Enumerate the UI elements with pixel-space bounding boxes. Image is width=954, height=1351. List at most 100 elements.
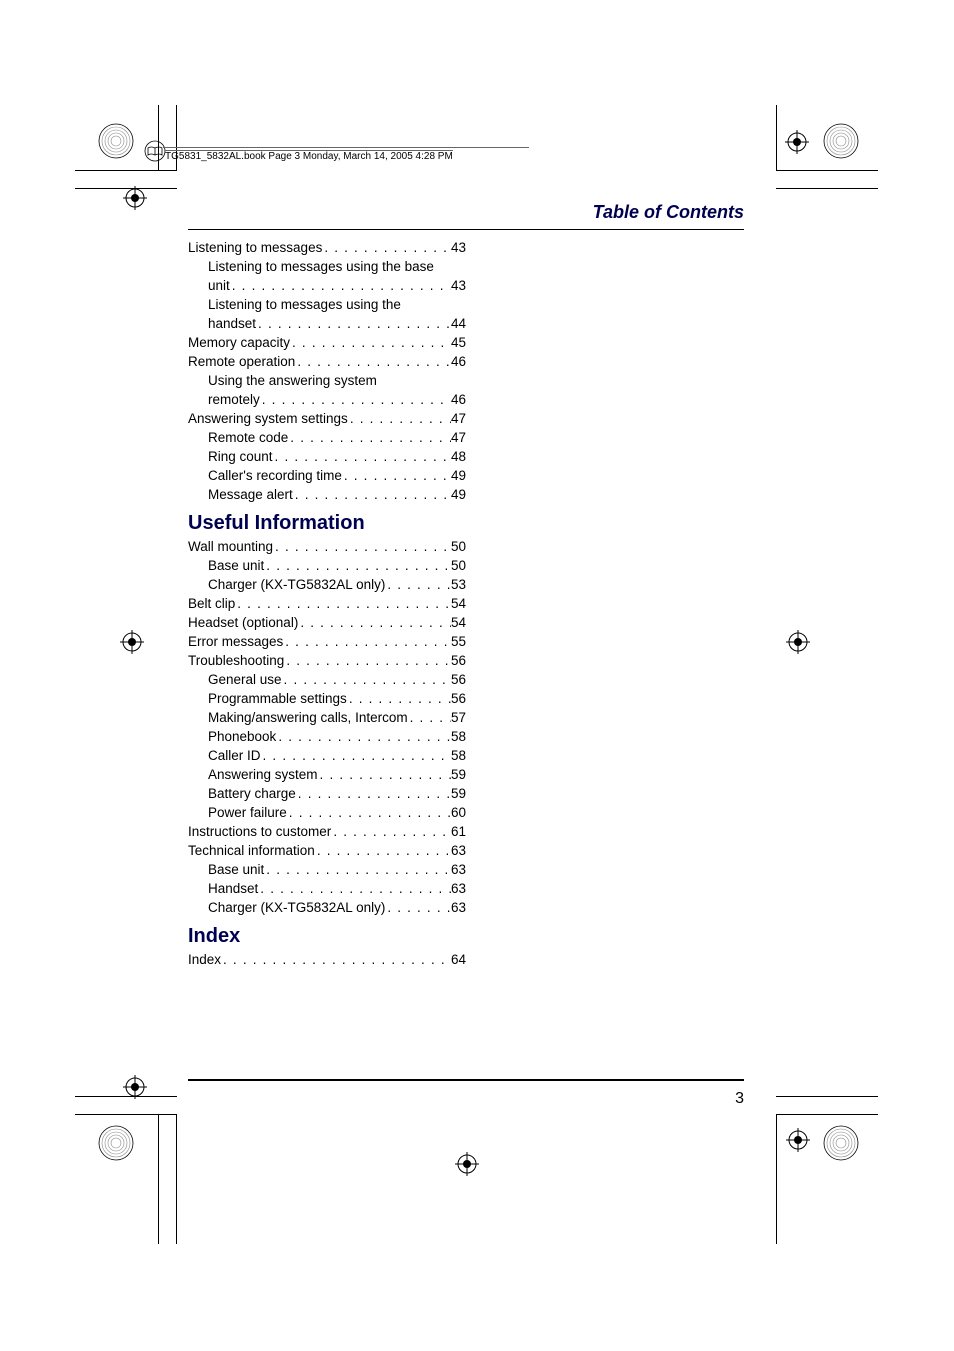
registration-target-icon — [785, 130, 809, 154]
toc-entry: General use . . . . . . . . . . . . . . … — [188, 670, 466, 689]
toc-page: 53 — [451, 575, 466, 594]
toc-label: Message alert — [208, 485, 293, 504]
toc-entry: Troubleshooting . . . . . . . . . . . . … — [188, 651, 466, 670]
toc-page: 48 — [451, 447, 466, 466]
crop-mark — [75, 1114, 177, 1115]
toc-entry: Answering system settings . . . . . . . … — [188, 409, 466, 428]
toc-page: 63 — [451, 879, 466, 898]
toc-leader: . . . . . . . . . . . . . . . . . . . . … — [287, 803, 451, 822]
toc-column: Listening to messages . . . . . . . . . … — [188, 238, 466, 969]
page-title: Table of Contents — [188, 202, 744, 229]
registration-target-icon — [123, 1075, 147, 1099]
crop-mark — [776, 1096, 878, 1097]
toc-entry: Remote operation . . . . . . . . . . . .… — [188, 352, 466, 371]
footer-rule — [188, 1079, 744, 1081]
crop-mark — [776, 105, 777, 170]
toc-leader: . . . . . . . . . . . . . . . . . . . . … — [385, 898, 451, 917]
toc-leader: . . . . . . . . . . . . . . . . . . . . … — [347, 689, 451, 708]
toc-page: 60 — [451, 803, 466, 822]
registration-target-icon — [455, 1152, 479, 1176]
toc-label: remotely — [208, 390, 260, 409]
toc-label: Troubleshooting — [188, 651, 284, 670]
toc-entry: remotely . . . . . . . . . . . . . . . .… — [188, 390, 466, 409]
toc-leader: . . . . . . . . . . . . . . . . . . . . … — [315, 841, 451, 860]
toc-label: Ring count — [208, 447, 273, 466]
toc-label: Answering system — [208, 765, 318, 784]
toc-label: Memory capacity — [188, 333, 290, 352]
toc-label: Belt clip — [188, 594, 235, 613]
toc-page: 61 — [451, 822, 466, 841]
toc-entry: Phonebook . . . . . . . . . . . . . . . … — [188, 727, 466, 746]
crop-mark — [776, 1114, 777, 1244]
toc-leader: . . . . . . . . . . . . . . . . . . . . … — [261, 746, 451, 765]
toc-entry: handset . . . . . . . . . . . . . . . . … — [188, 314, 466, 333]
header-rule — [163, 147, 529, 148]
toc-leader: . . . . . . . . . . . . . . . . . . . . … — [256, 314, 451, 333]
toc-entry: Technical information . . . . . . . . . … — [188, 841, 466, 860]
toc-page: 58 — [451, 746, 466, 765]
toc-page: 43 — [451, 276, 466, 295]
toc-leader: . . . . . . . . . . . . . . . . . . . . … — [298, 613, 451, 632]
color-disc-icon — [98, 1125, 134, 1161]
section-heading: Useful Information — [188, 514, 466, 533]
toc-leader: . . . . . . . . . . . . . . . . . . . . … — [283, 632, 451, 651]
section-heading: Index — [188, 927, 466, 946]
toc-page: 59 — [451, 765, 466, 784]
toc-entry: Using the answering system — [188, 371, 466, 390]
color-disc-icon — [823, 123, 859, 159]
toc-page: 50 — [451, 537, 466, 556]
toc-label: Programmable settings — [208, 689, 347, 708]
toc-entry: Caller ID . . . . . . . . . . . . . . . … — [188, 746, 466, 765]
toc-entry: Instructions to customer . . . . . . . .… — [188, 822, 466, 841]
toc-entry: Caller's recording time . . . . . . . . … — [188, 466, 466, 485]
toc-page: 46 — [451, 352, 466, 371]
toc-label: Base unit — [208, 860, 264, 879]
toc-label: unit — [208, 276, 230, 295]
toc-leader: . . . . . . . . . . . . . . . . . . . . … — [273, 537, 451, 556]
toc-leader: . . . . . . . . . . . . . . . . . . . . … — [342, 466, 451, 485]
toc-label: Wall mounting — [188, 537, 273, 556]
toc-page: 56 — [451, 670, 466, 689]
color-disc-icon — [98, 123, 134, 159]
book-icon — [144, 140, 166, 162]
toc-page: 45 — [451, 333, 466, 352]
toc-label: Answering system settings — [188, 409, 348, 428]
page-number: 3 — [735, 1090, 744, 1108]
toc-label: Error messages — [188, 632, 283, 651]
toc-leader: . . . . . . . . . . . . . . . . . . . . … — [331, 822, 451, 841]
toc-entry: Charger (KX-TG5832AL only) . . . . . . .… — [188, 575, 466, 594]
toc-page: 55 — [451, 632, 466, 651]
toc-entry: Memory capacity . . . . . . . . . . . . … — [188, 333, 466, 352]
toc-page: 54 — [451, 594, 466, 613]
toc-leader: . . . . . . . . . . . . . . . . . . . . … — [276, 727, 451, 746]
toc-page: 43 — [451, 238, 466, 257]
toc-page: 64 — [451, 950, 466, 969]
toc-label: Phonebook — [208, 727, 276, 746]
toc-leader: . . . . . . . . . . . . . . . . . . . . … — [288, 428, 451, 447]
toc-label: Listening to messages using the — [208, 295, 401, 314]
page: TG5831_5832AL.book Page 3 Monday, March … — [0, 0, 954, 1351]
header-text: TG5831_5832AL.book Page 3 Monday, March … — [165, 150, 453, 162]
toc-entry: Error messages . . . . . . . . . . . . .… — [188, 632, 466, 651]
toc-entry: Ring count . . . . . . . . . . . . . . .… — [188, 447, 466, 466]
toc-entry: unit . . . . . . . . . . . . . . . . . .… — [188, 276, 466, 295]
toc-page: 63 — [451, 898, 466, 917]
toc-label: Technical information — [188, 841, 315, 860]
toc-leader: . . . . . . . . . . . . . . . . . . . . … — [348, 409, 451, 428]
color-disc-icon — [823, 1125, 859, 1161]
toc-label: Caller's recording time — [208, 466, 342, 485]
toc-entry: Making/answering calls, Intercom . . . .… — [188, 708, 466, 727]
toc-entry: Answering system . . . . . . . . . . . .… — [188, 765, 466, 784]
toc-entry: Handset . . . . . . . . . . . . . . . . … — [188, 879, 466, 898]
toc-label: Instructions to customer — [188, 822, 331, 841]
crop-mark — [776, 188, 878, 189]
toc-label: Listening to messages — [188, 238, 322, 257]
crop-mark — [776, 170, 878, 171]
toc-leader: . . . . . . . . . . . . . . . . . . . . … — [235, 594, 451, 613]
toc-leader: . . . . . . . . . . . . . . . . . . . . … — [296, 784, 451, 803]
registration-target-icon — [786, 630, 810, 654]
crop-mark — [158, 1114, 159, 1244]
toc-leader: . . . . . . . . . . . . . . . . . . . . … — [264, 556, 451, 575]
toc-leader: . . . . . . . . . . . . . . . . . . . . … — [230, 276, 451, 295]
toc-leader: . . . . . . . . . . . . . . . . . . . . … — [408, 708, 451, 727]
